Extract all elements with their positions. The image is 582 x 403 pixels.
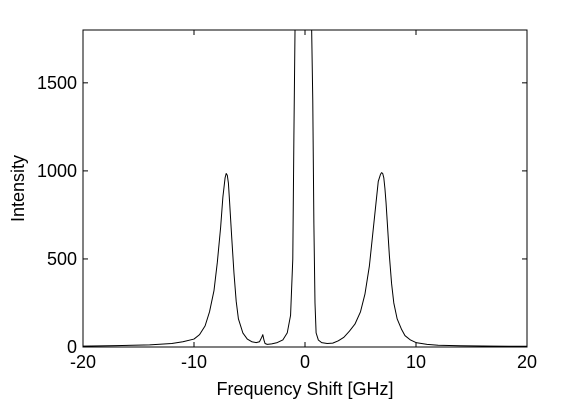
- x-tick-label: 10: [406, 352, 426, 372]
- x-axis-label: Frequency Shift [GHz]: [216, 379, 393, 399]
- plot-area: [82, 29, 528, 348]
- y-tick-label: 0: [67, 337, 77, 357]
- x-tick-label: 20: [517, 352, 537, 372]
- data-layer: [83, 30, 527, 347]
- y-tick-label: 1000: [37, 161, 77, 181]
- series-line-0: [83, 30, 527, 347]
- x-tick-label: -10: [181, 352, 207, 372]
- y-axis-label: Intensity: [8, 155, 28, 222]
- y-tick-label: 1500: [37, 73, 77, 93]
- x-tick-label: 0: [300, 352, 310, 372]
- x-tick-label: -20: [70, 352, 96, 372]
- y-tick-label: 500: [47, 249, 77, 269]
- tick-labels: -20 -10 0 10 20 0 500 1000 1500: [37, 73, 537, 372]
